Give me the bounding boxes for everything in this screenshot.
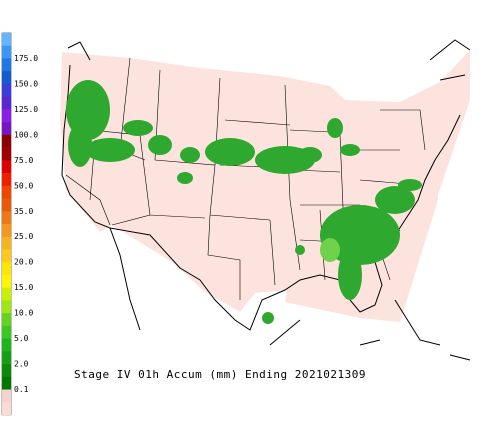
legend-swatch <box>2 147 11 161</box>
legend-label: 10.0 <box>14 309 33 318</box>
legend-swatch <box>2 338 11 352</box>
legend-label: 50.0 <box>14 181 33 190</box>
legend-swatch <box>2 351 11 365</box>
legend-swatch <box>2 376 11 390</box>
legend-label: 35.0 <box>14 207 33 216</box>
legend-swatch <box>2 198 11 212</box>
legend-label: 15.0 <box>14 283 33 292</box>
legend-swatch <box>2 224 11 238</box>
precipitation <box>66 80 422 324</box>
legend-swatch <box>2 389 11 403</box>
legend-swatch <box>2 45 11 59</box>
legend-label: 150.0 <box>14 79 38 88</box>
legend-swatch <box>2 313 11 327</box>
legend-label: 0.1 <box>14 385 29 394</box>
map <box>60 39 471 361</box>
legend-label: 175.0 <box>14 54 38 63</box>
legend-swatch <box>2 134 11 148</box>
legend-swatch <box>2 287 11 301</box>
legend-swatch <box>2 211 11 225</box>
legend-swatch <box>2 173 11 187</box>
legend-swatch <box>2 262 11 276</box>
legend-label: 2.0 <box>14 360 29 369</box>
legend-swatch <box>2 274 11 288</box>
legend-swatch <box>2 300 11 314</box>
legend-swatch <box>2 122 11 136</box>
legend-label: 125.0 <box>14 105 38 114</box>
legend-label: 75.0 <box>14 156 33 165</box>
legend-swatch <box>2 160 11 174</box>
legend-swatch <box>2 236 11 250</box>
legend-swatch <box>2 83 11 97</box>
legend-swatch <box>2 249 11 263</box>
legend: 175.0 150.0 125.0 100.0 75.0 50.0 35.0 25.0 20.0… <box>2 33 38 416</box>
legend-swatch <box>2 325 11 339</box>
legend-label: 20.0 <box>14 258 33 267</box>
legend-label: 25.0 <box>14 232 33 241</box>
legend-swatch <box>2 185 11 199</box>
legend-swatch <box>2 364 11 378</box>
legend-swatch <box>2 33 11 47</box>
legend-swatch <box>2 109 11 123</box>
legend-swatch <box>2 402 11 416</box>
legend-swatch <box>2 58 11 72</box>
legend-swatch <box>2 71 11 85</box>
legend-label: 100.0 <box>14 130 38 139</box>
caption: Stage IV 01h Accum (mm) Ending 202102130… <box>74 368 366 381</box>
legend-label: 5.0 <box>14 334 29 343</box>
canada-coast <box>67 39 471 361</box>
legend-swatch <box>2 96 11 110</box>
